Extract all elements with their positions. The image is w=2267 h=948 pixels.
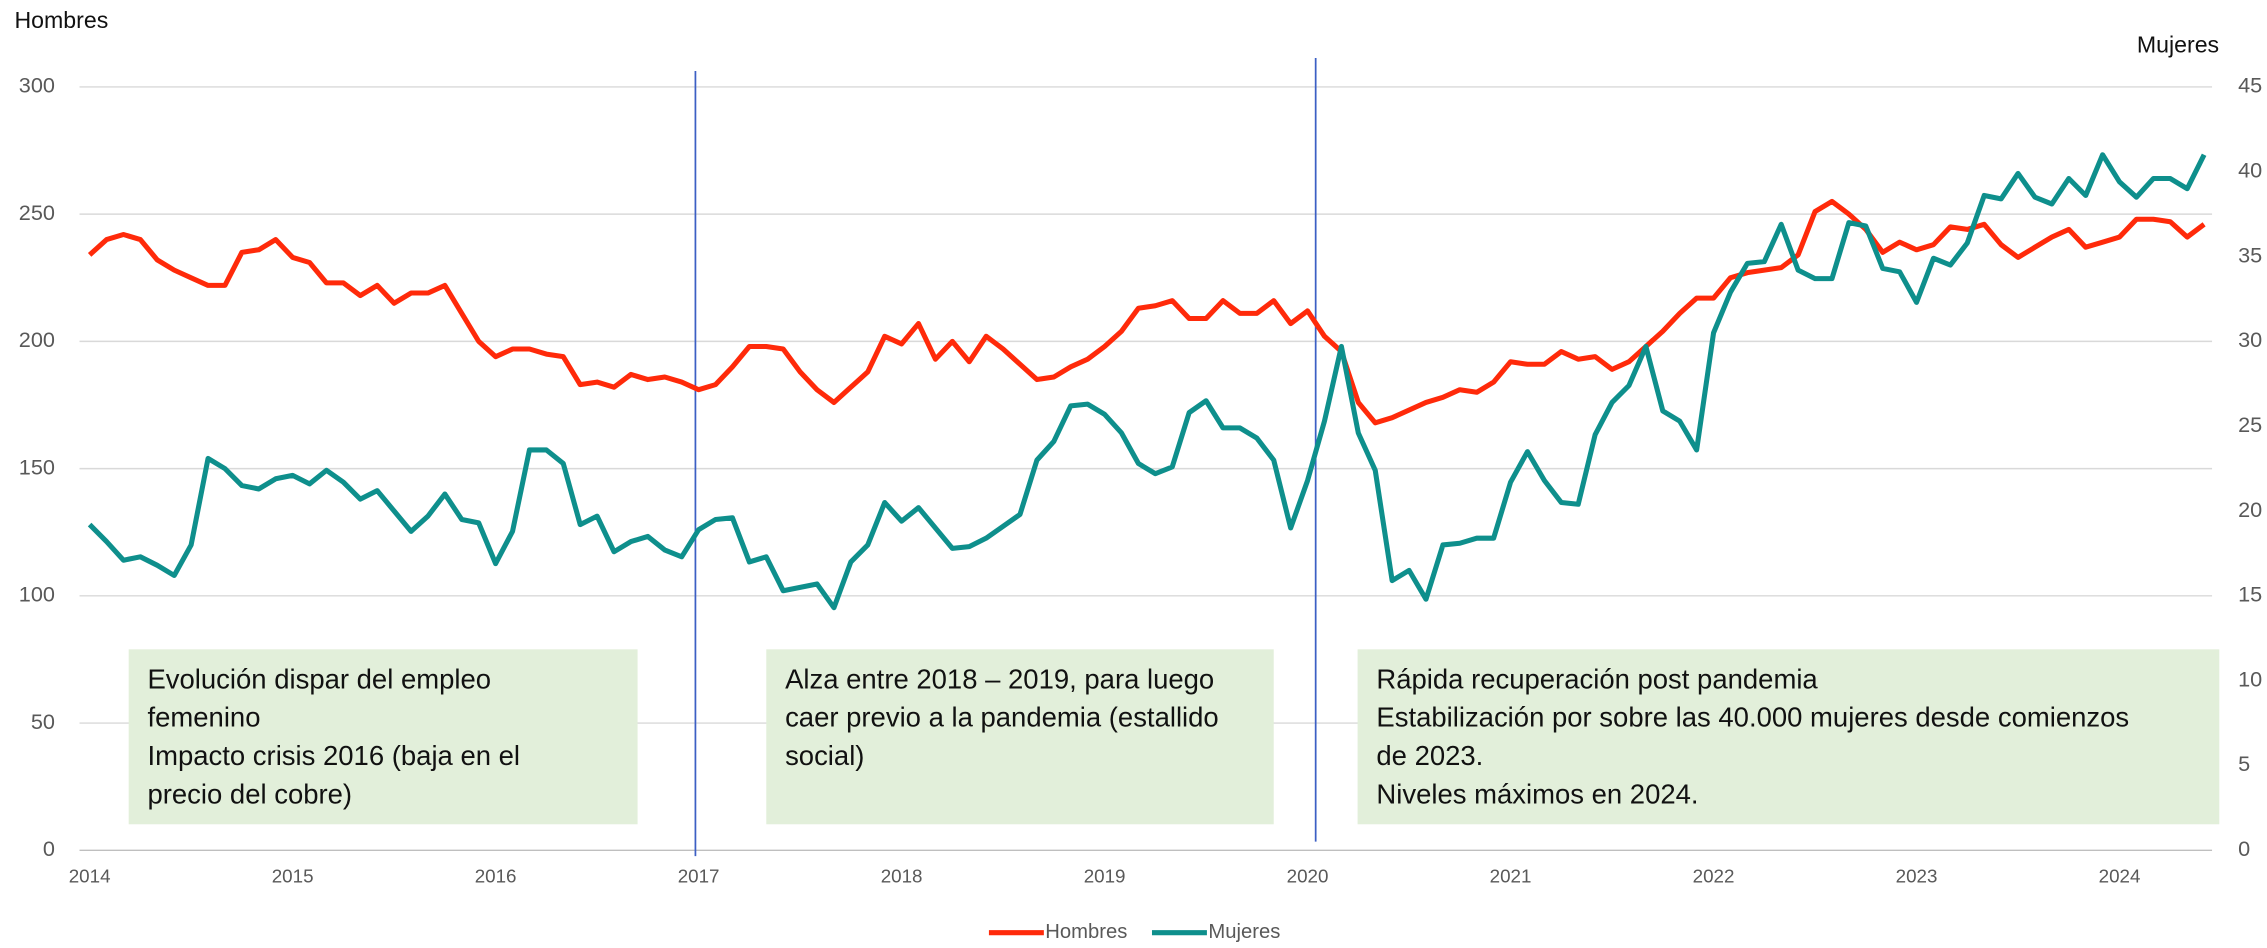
y2-tick-label: 25 [2238,412,2262,437]
x-tick-label: 2014 [69,866,111,887]
x-tick-label: 2021 [1490,866,1532,887]
y2-tick-label: 0 [2238,836,2250,861]
annotation-text: Evolución dispar del empleo [147,663,491,694]
legend-label: Mujeres [1208,921,1280,943]
annotation-text: Estabilización por sobre las 40.000 muje… [1376,702,2129,733]
data-line [87,198,2206,426]
x-tick-label: 2024 [2099,866,2141,887]
y-tick-label: 100 [19,582,55,607]
y2-tick-label: 10 [2238,666,2262,691]
y-tick-label: 0 [43,836,55,861]
y-tick-label: 50 [31,709,55,734]
y2-tick-label: 20 [2238,497,2262,522]
y-tick-label: 250 [19,200,55,225]
data-line [87,152,2207,611]
x-tick-label: 2022 [1693,866,1735,887]
annotation-box [1357,649,2220,825]
x-tick-label: 2019 [1084,866,1126,887]
annotation-text: de 2023. [1376,740,1483,771]
annotation-box [766,649,1274,825]
legend-label: Hombres [1045,921,1127,943]
annotation-text: femenino [147,702,260,733]
annotation-text: Impacto crisis 2016 (baja en el [147,740,520,771]
annotation-text: Rápida recuperación post pandemia [1376,663,1818,694]
y-tick-label: 150 [19,454,55,479]
x-tick-label: 2020 [1287,866,1329,887]
annotation-text: social) [785,740,864,771]
x-tick-label: 2016 [475,866,517,887]
y2-tick-label: 5 [2238,751,2250,776]
annotation-text: caer previo a la pandemia (estallido [785,702,1219,733]
annotation-text: Niveles máximos en 2024. [1376,778,1698,809]
y2-tick-label: 15 [2238,582,2262,607]
annotation-text: precio del cobre) [147,778,352,809]
x-tick-label: 2017 [678,866,720,887]
y2-tick-label: 35 [2238,242,2262,267]
y-tick-label: 300 [19,73,55,98]
y2-axis-title: Mujeres [2137,32,2219,58]
annotation-box [128,649,638,825]
x-tick-label: 2023 [1896,866,1938,887]
x-tick-label: 2015 [272,866,314,887]
y-tick-label: 200 [19,327,55,352]
y2-tick-label: 30 [2238,327,2262,352]
y2-tick-label: 45 [2238,73,2262,98]
y-axis-title: Hombres [14,7,108,33]
y2-tick-label: 40 [2238,157,2262,182]
annotation-text: Alza entre 2018 – 2019, para luego [785,663,1214,694]
x-tick-label: 2018 [881,866,923,887]
